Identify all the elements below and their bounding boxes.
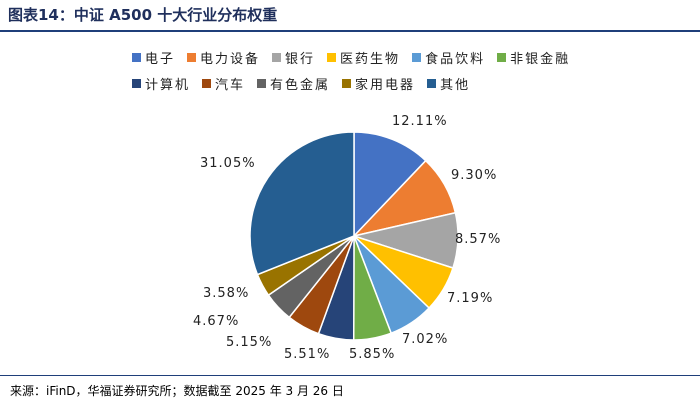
legend-swatch [342,78,352,88]
legend-item: 电子 [132,48,175,67]
legend-swatch [412,52,422,62]
legend-swatch [497,52,507,62]
legend-label: 计算机 [145,77,191,93]
source-note: 来源：iFinD，华福证券研究所；数据截至 2025 年 3 月 26 日 [10,384,344,398]
legend-swatch [187,52,197,62]
data-label: 3.58% [203,286,249,301]
pie-slice [249,131,355,276]
legend-item: 家用电器 [342,74,415,93]
data-label: 5.51% [284,347,330,362]
legend-item: 电力设备 [187,48,260,67]
data-label: 7.19% [447,291,493,306]
legend-label: 银行 [285,51,316,67]
legend-swatch [327,52,337,62]
legend-item: 银行 [272,48,315,67]
legend-label: 电力设备 [200,51,261,67]
data-label: 31.05% [200,156,256,171]
source-divider [0,375,700,376]
legend-item: 有色金属 [257,74,330,93]
legend-label: 有色金属 [270,77,331,93]
legend-swatch [272,52,282,62]
legend-row: 电子 电力设备 银行 医药生物 食品饮料 非银金融 [132,44,592,70]
data-label: 7.02% [402,332,448,347]
data-label: 8.57% [455,232,501,247]
legend-item: 计算机 [132,74,190,93]
data-label: 9.30% [451,168,497,183]
legend-label: 非银金融 [510,51,571,67]
legend-swatch [202,78,212,88]
data-label: 4.67% [193,314,239,329]
legend-swatch [132,52,141,62]
legend-swatch [427,78,437,88]
legend-swatch [257,78,267,88]
data-label: 5.85% [349,347,395,362]
legend-label: 其他 [440,77,471,93]
legend-item: 汽车 [202,74,245,93]
title-divider [0,30,700,32]
legend-label: 食品饮料 [425,51,486,67]
legend-item: 非银金融 [497,48,570,67]
pie-slice [353,131,427,238]
legend-swatch [132,78,141,88]
legend-row: 计算机 汽车 有色金属 家用电器 其他 [132,70,592,96]
legend-label: 家用电器 [355,77,416,93]
legend-label: 汽车 [215,77,246,93]
data-label: 5.15% [226,335,272,350]
chart-legend: 电子 电力设备 银行 医药生物 食品饮料 非银金融 计算机 汽车 有色金属 家用电器 其他 [132,44,592,96]
data-label: 12.11% [392,114,448,129]
legend-item: 其他 [427,74,470,93]
legend-label: 医药生物 [340,51,401,67]
chart-title: 图表14：中证 A500 十大行业分布权重 [8,6,278,24]
legend-item: 医药生物 [327,48,400,67]
legend-label: 电子 [145,51,176,67]
legend-item: 食品饮料 [412,48,485,67]
